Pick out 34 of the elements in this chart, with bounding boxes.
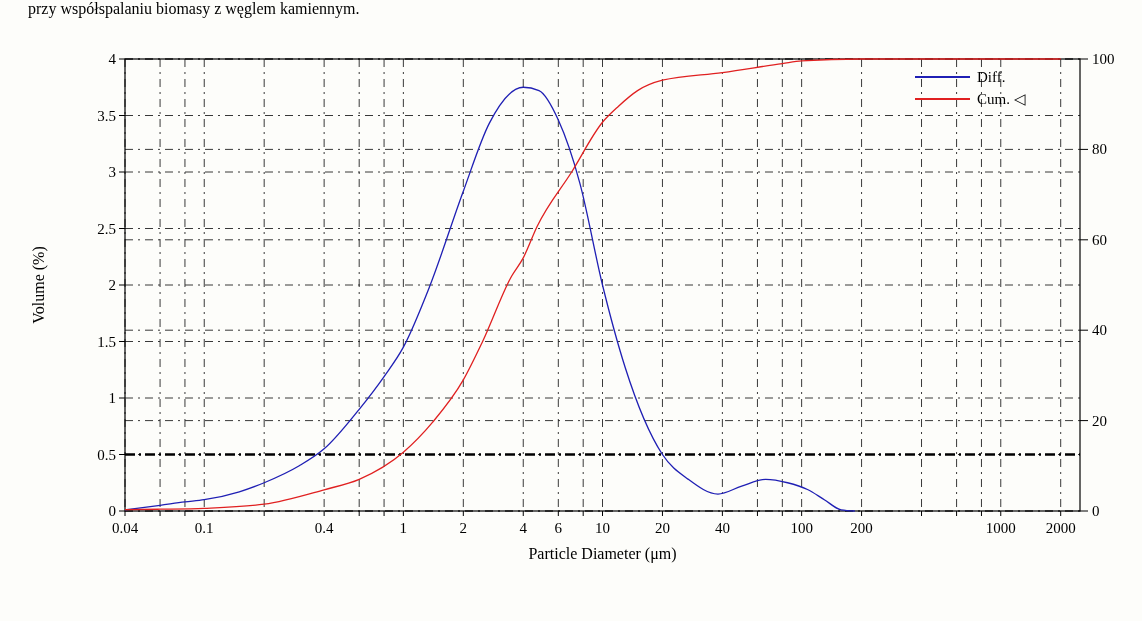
x-axis-title: Particle Diameter (μm) bbox=[528, 545, 677, 563]
y2-tick-label: 40 bbox=[1092, 322, 1107, 339]
x-tick-label: 40 bbox=[714, 520, 730, 536]
x-tick-label: 1000 bbox=[985, 520, 1016, 536]
x-tick-label: 4 bbox=[519, 520, 528, 536]
x-tick-label: 6 bbox=[554, 520, 563, 536]
y2-tick-label: 100 bbox=[1092, 51, 1115, 67]
y-tick-label: 1.5 bbox=[97, 333, 116, 350]
x-tick-label: 20 bbox=[654, 520, 670, 536]
y2-tick-label: 80 bbox=[1092, 141, 1107, 158]
text: przy współspalaniu biomasy z węglem kamiennym. bbox=[28, 0, 360, 18]
x-tick-label: 1 bbox=[399, 520, 408, 536]
x-tick-label: 0.04 bbox=[111, 520, 139, 536]
y-tick-label: 2.5 bbox=[97, 220, 116, 237]
y-tick-label: 3 bbox=[108, 164, 116, 180]
x-tick-label: 2000 bbox=[1045, 520, 1076, 536]
y-axis-title: Volume (%) bbox=[30, 246, 48, 324]
x-tick-label: 10 bbox=[595, 520, 610, 536]
y-tick-label: 4 bbox=[108, 51, 117, 67]
x-tick-label: 100 bbox=[790, 520, 813, 536]
x-tick-label: 0.4 bbox=[314, 520, 334, 536]
y-tick-label: 2 bbox=[108, 277, 116, 293]
x-tick-label: 2 bbox=[459, 520, 468, 536]
y2-tick-label: 20 bbox=[1092, 412, 1107, 429]
y-tick-label: 1 bbox=[108, 390, 116, 406]
x-tick-label: 200 bbox=[850, 520, 873, 536]
y-tick-label: 0 bbox=[108, 503, 116, 519]
legend-label: Cum. ◁ bbox=[977, 91, 1026, 107]
legend-label: Diff. bbox=[977, 69, 1006, 85]
x-tick-label: 0.1 bbox=[194, 520, 214, 536]
y2-tick-label: 60 bbox=[1092, 231, 1107, 248]
y2-tick-label: 0 bbox=[1092, 503, 1100, 519]
y-tick-label: 0.5 bbox=[97, 446, 116, 463]
y-tick-label: 3.5 bbox=[97, 107, 116, 124]
